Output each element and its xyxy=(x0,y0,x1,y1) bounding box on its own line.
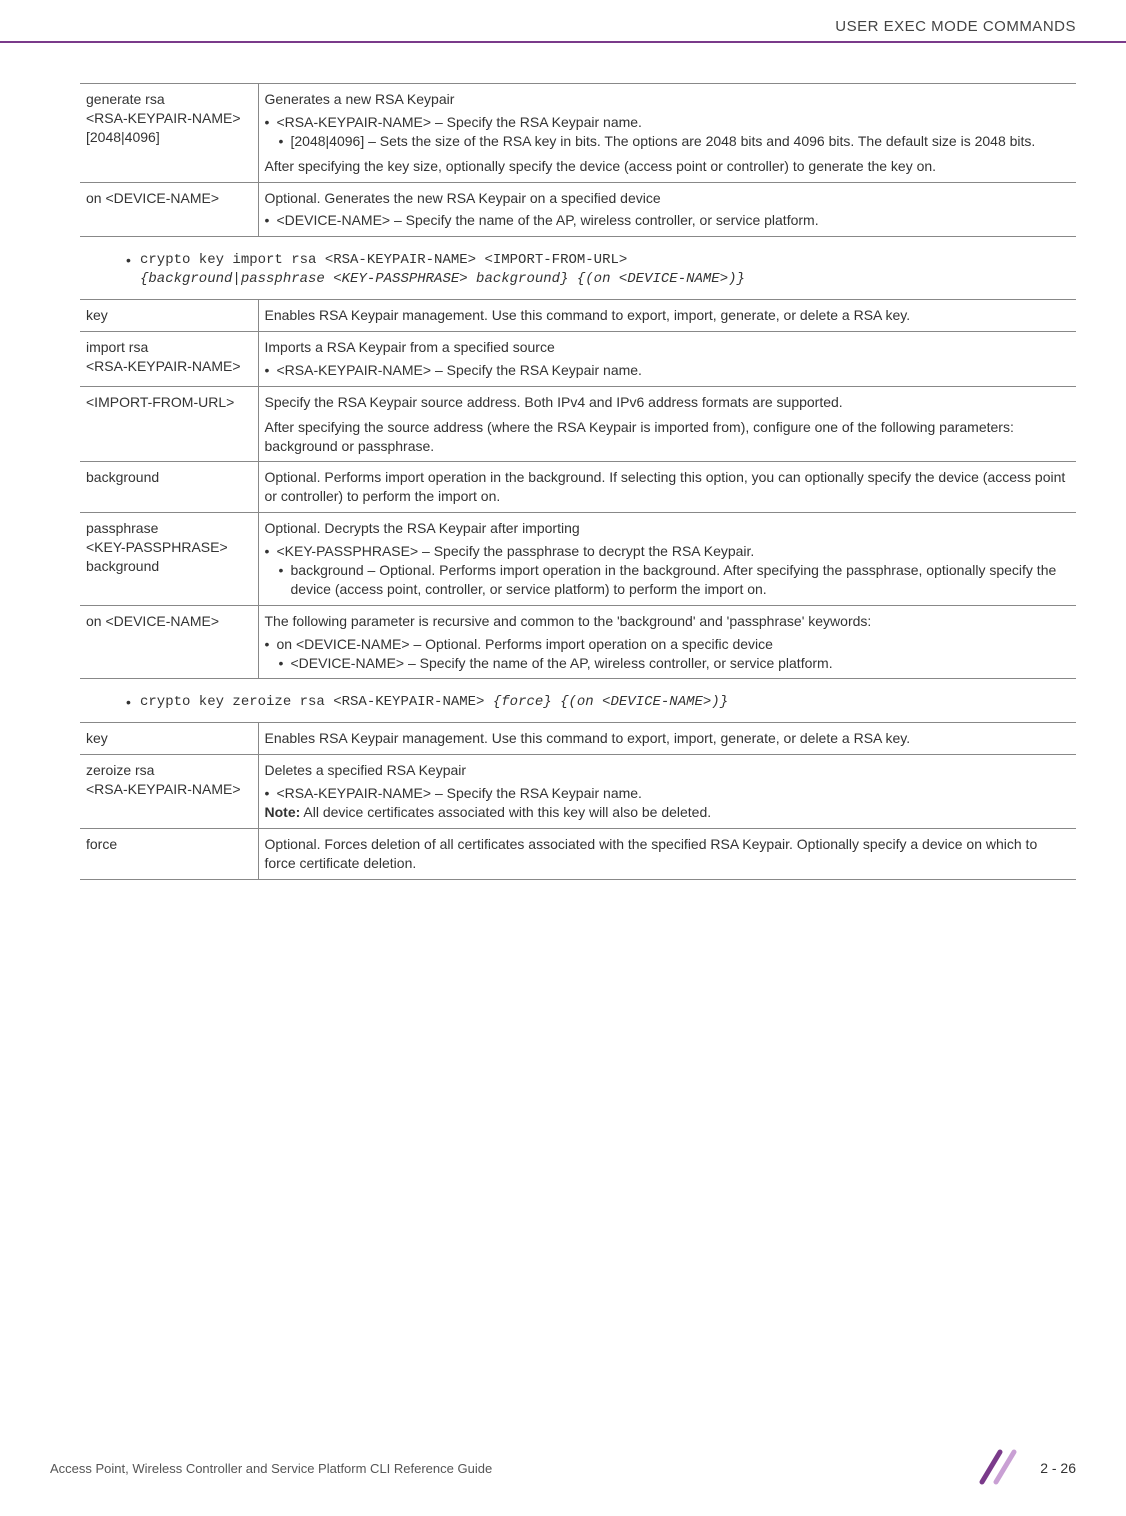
table-row: key Enables RSA Keypair management. Use … xyxy=(80,300,1076,332)
table-row: key Enables RSA Keypair management. Use … xyxy=(80,723,1076,755)
bullet-item: on <DEVICE-NAME> – Optional. Performs im… xyxy=(265,635,1067,654)
param-name: force xyxy=(80,828,258,879)
footer-text: Access Point, Wireless Controller and Se… xyxy=(50,1461,492,1476)
table-row: generate rsa <RSA-KEYPAIR-NAME> [2048|40… xyxy=(80,84,1076,183)
table-row: zeroize rsa <RSA-KEYPAIR-NAME> Deletes a… xyxy=(80,755,1076,829)
table-row: import rsa <RSA-KEYPAIR-NAME> Imports a … xyxy=(80,332,1076,387)
desc-line: After specifying the source address (whe… xyxy=(265,418,1067,456)
param-name: key xyxy=(80,300,258,332)
param-desc: Optional. Decrypts the RSA Keypair after… xyxy=(258,513,1076,606)
desc-line: After specifying the key size, optionall… xyxy=(265,157,1067,176)
param-name: import rsa <RSA-KEYPAIR-NAME> xyxy=(80,332,258,387)
bullet-item: [2048|4096] – Sets the size of the RSA k… xyxy=(265,132,1067,151)
param-desc: Specify the RSA Keypair source address. … xyxy=(258,386,1076,462)
param-name: zeroize rsa <RSA-KEYPAIR-NAME> xyxy=(80,755,258,829)
cmd-text: crypto key import rsa <RSA-KEYPAIR-NAME>… xyxy=(140,252,627,268)
note-label: Note: xyxy=(265,804,301,820)
param-desc: Optional. Generates the new RSA Keypair … xyxy=(258,182,1076,237)
page-header: USER EXEC MODE COMMANDS xyxy=(0,0,1126,41)
desc-line: The following parameter is recursive and… xyxy=(265,612,1067,631)
bullet-item: <RSA-KEYPAIR-NAME> – Specify the RSA Key… xyxy=(265,361,1067,380)
desc-line: Specify the RSA Keypair source address. … xyxy=(265,393,1067,412)
param-name: background xyxy=(80,462,258,513)
param-desc: Enables RSA Keypair management. Use this… xyxy=(258,300,1076,332)
param-name: key xyxy=(80,723,258,755)
note-text: All device certificates associated with … xyxy=(300,804,711,820)
param-desc: Optional. Performs import operation in t… xyxy=(258,462,1076,513)
table-row: on <DEVICE-NAME> The following parameter… xyxy=(80,605,1076,679)
param-desc: Enables RSA Keypair management. Use this… xyxy=(258,723,1076,755)
bullet-item: <RSA-KEYPAIR-NAME> – Specify the RSA Key… xyxy=(265,113,1067,132)
param-desc: Optional. Forces deletion of all certifi… xyxy=(258,828,1076,879)
cmd-text: crypto key zeroize rsa <RSA-KEYPAIR-NAME… xyxy=(140,694,493,710)
command-syntax: crypto key import rsa <RSA-KEYPAIR-NAME>… xyxy=(140,251,1076,289)
table-row: force Optional. Forces deletion of all c… xyxy=(80,828,1076,879)
bullet-item: background – Optional. Performs import o… xyxy=(265,561,1067,599)
desc-line: Optional. Generates the new RSA Keypair … xyxy=(265,189,1067,208)
param-desc: Imports a RSA Keypair from a specified s… xyxy=(258,332,1076,387)
cmd-optional: {background|passphrase <KEY-PASSPHRASE> … xyxy=(140,271,745,287)
bullet-item: <KEY-PASSPHRASE> – Specify the passphras… xyxy=(265,542,1067,561)
header-rule xyxy=(0,41,1126,43)
param-table-generate: generate rsa <RSA-KEYPAIR-NAME> [2048|40… xyxy=(80,83,1076,237)
note-line: Note: All device certificates associated… xyxy=(265,803,1067,822)
page-number: 2 - 26 xyxy=(1040,1460,1076,1476)
cmd-optional: {force} {(on <DEVICE-NAME>)} xyxy=(493,694,728,710)
table-row: passphrase <KEY-PASSPHRASE> background O… xyxy=(80,513,1076,606)
param-desc: Deletes a specified RSA Keypair <RSA-KEY… xyxy=(258,755,1076,829)
param-name: <IMPORT-FROM-URL> xyxy=(80,386,258,462)
param-name: on <DEVICE-NAME> xyxy=(80,182,258,237)
bullet-item: <RSA-KEYPAIR-NAME> – Specify the RSA Key… xyxy=(265,784,1067,803)
param-name: generate rsa <RSA-KEYPAIR-NAME> [2048|40… xyxy=(80,84,258,183)
page-content: generate rsa <RSA-KEYPAIR-NAME> [2048|40… xyxy=(0,83,1126,880)
param-name: on <DEVICE-NAME> xyxy=(80,605,258,679)
bullet-item: <DEVICE-NAME> – Specify the name of the … xyxy=(265,654,1067,673)
param-name: passphrase <KEY-PASSPHRASE> background xyxy=(80,513,258,606)
param-table-import: key Enables RSA Keypair management. Use … xyxy=(80,299,1076,679)
table-row: background Optional. Performs import ope… xyxy=(80,462,1076,513)
bullet-item: <DEVICE-NAME> – Specify the name of the … xyxy=(265,211,1067,230)
param-table-zeroize: key Enables RSA Keypair management. Use … xyxy=(80,722,1076,879)
brand-logo-icon xyxy=(976,1448,1022,1488)
command-syntax: crypto key zeroize rsa <RSA-KEYPAIR-NAME… xyxy=(140,693,1076,712)
desc-line: Optional. Decrypts the RSA Keypair after… xyxy=(265,519,1067,538)
desc-line: Imports a RSA Keypair from a specified s… xyxy=(265,338,1067,357)
param-desc: The following parameter is recursive and… xyxy=(258,605,1076,679)
param-desc: Generates a new RSA Keypair <RSA-KEYPAIR… xyxy=(258,84,1076,183)
page-footer: Access Point, Wireless Controller and Se… xyxy=(50,1448,1076,1488)
table-row: <IMPORT-FROM-URL> Specify the RSA Keypai… xyxy=(80,386,1076,462)
desc-line: Deletes a specified RSA Keypair xyxy=(265,761,1067,780)
table-row: on <DEVICE-NAME> Optional. Generates the… xyxy=(80,182,1076,237)
desc-line: Generates a new RSA Keypair xyxy=(265,90,1067,109)
